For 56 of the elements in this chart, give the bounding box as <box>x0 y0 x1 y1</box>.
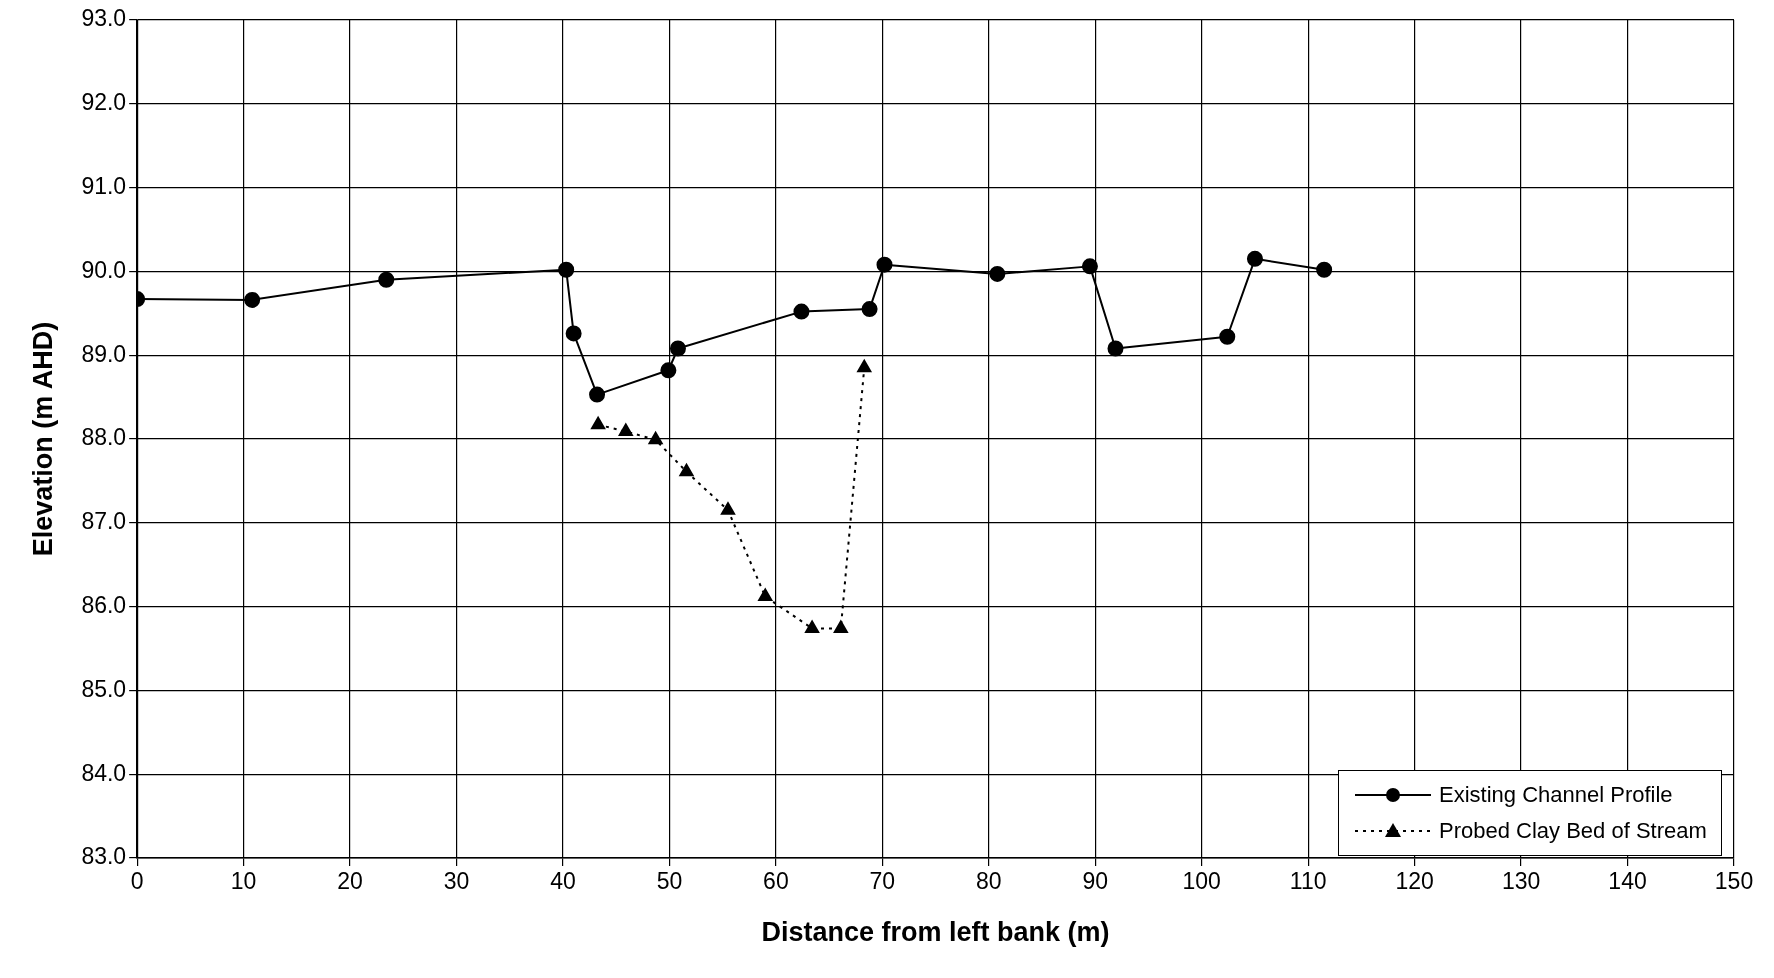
y-tick-label: 93.0 <box>81 5 127 32</box>
point <box>861 301 878 318</box>
point <box>565 325 582 342</box>
point <box>1107 340 1124 357</box>
point <box>1081 258 1098 275</box>
x-tick-label: 60 <box>763 868 789 895</box>
y-tick-label: 89.0 <box>81 340 127 367</box>
point <box>618 423 633 436</box>
x-tick-label: 30 <box>443 868 470 895</box>
y-tick-label: 88.0 <box>81 424 127 451</box>
point <box>679 463 694 477</box>
point <box>244 291 261 308</box>
y-tick-label: 85.0 <box>81 675 127 702</box>
x-tick-label: 140 <box>1608 868 1647 895</box>
x-tick-label: 150 <box>1714 868 1754 895</box>
y-tick-label: 83.0 <box>81 843 127 870</box>
y-tick-label: 86.0 <box>81 591 127 618</box>
x-tick-label: 110 <box>1289 868 1327 895</box>
point <box>833 620 848 633</box>
point <box>1246 250 1263 267</box>
point <box>660 362 677 379</box>
point <box>758 588 773 602</box>
x-tick-label: 80 <box>976 868 1002 895</box>
x-tick-label: 130 <box>1501 868 1541 895</box>
x-tick-label: 120 <box>1395 868 1434 895</box>
y-tick-label: 84.0 <box>81 759 127 786</box>
x-tick-label: 10 <box>230 868 257 895</box>
point <box>720 502 736 515</box>
point <box>1219 328 1236 345</box>
y-axis-title: Elevation (m AHD) <box>27 321 58 557</box>
x-tick-label: 40 <box>550 868 576 895</box>
point <box>805 620 820 633</box>
legend-label: Probed Clay Bed of Stream <box>1439 818 1707 844</box>
point <box>378 271 395 288</box>
point <box>1316 261 1333 278</box>
legend-label: Existing Channel Profile <box>1439 782 1673 808</box>
point <box>558 261 575 278</box>
point <box>669 340 686 357</box>
x-tick-label: 90 <box>1082 868 1109 895</box>
point <box>857 359 872 373</box>
x-tick-label: 20 <box>337 868 363 895</box>
x-tick-label: 70 <box>869 868 896 895</box>
point <box>793 303 810 320</box>
point <box>876 256 893 273</box>
x-tick-label: 100 <box>1182 868 1221 895</box>
x-axis-title: Distance from left bank (m) <box>761 917 1110 948</box>
y-tick-label: 87.0 <box>81 508 127 535</box>
x-tick-label: 0 <box>130 868 144 895</box>
y-tick-label: 92.0 <box>81 89 127 116</box>
x-tick-label: 50 <box>656 868 683 895</box>
y-tick-label: 91.0 <box>81 172 127 199</box>
point <box>648 431 663 445</box>
point <box>589 386 606 403</box>
point <box>591 416 606 430</box>
y-tick-label: 90.0 <box>81 256 127 283</box>
point <box>989 265 1006 282</box>
